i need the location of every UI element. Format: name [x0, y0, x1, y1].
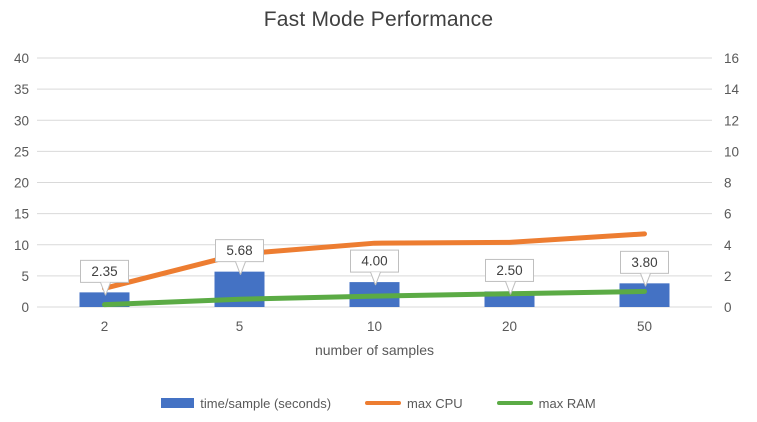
- legend-label: max RAM: [538, 395, 596, 411]
- chart-title: Fast Mode Performance: [263, 8, 494, 31]
- data-label-callout-pointer-fill: [235, 261, 246, 275]
- data-label-callout-pointer: [235, 261, 246, 275]
- legend-item-max-cpu[interactable]: max CPU: [365, 396, 463, 411]
- x-axis-category-label: 10: [367, 319, 382, 334]
- data-label-callout-pointer: [100, 282, 111, 296]
- left-axis-tick-label: 0: [21, 300, 29, 315]
- legend-bar-swatch: [161, 398, 195, 408]
- legend-item-max-ram[interactable]: max RAM: [496, 395, 596, 411]
- data-label-value: 3.80: [631, 255, 657, 270]
- data-label-callout-pointer-fill: [370, 272, 381, 286]
- data-label-value: 2.50: [496, 263, 522, 278]
- data-label-value: 5.68: [226, 243, 252, 258]
- left-axis-tick-label: 5: [21, 269, 29, 284]
- right-axis-tick-label: 12: [724, 113, 739, 128]
- right-axis-tick-label: 10: [724, 144, 739, 159]
- right-axis-tick-label: 16: [724, 51, 739, 66]
- x-axis-category-label: 5: [236, 319, 244, 334]
- legend-label: max CPU: [407, 395, 463, 411]
- x-axis-category-label: 20: [502, 319, 517, 334]
- legend-label: time/sample (seconds): [200, 395, 332, 411]
- x-axis-category-label: 50: [637, 319, 652, 334]
- legend-line-swatch: [496, 401, 533, 405]
- x-axis-title: number of samples: [314, 342, 435, 358]
- right-axis-tick-label: 14: [724, 82, 740, 97]
- right-axis-tick-label: 0: [724, 300, 732, 315]
- line-max-ram[interactable]: [102, 288, 647, 308]
- left-axis-tick-label: 35: [14, 82, 29, 97]
- data-label-value: 4.00: [361, 254, 387, 269]
- data-label-callout-pointer: [505, 281, 516, 295]
- data-label-callout-pointer: [370, 271, 381, 286]
- right-axis-tick-label: 4: [724, 238, 732, 253]
- right-axis-tick-label: 2: [724, 269, 732, 284]
- x-axis-category-label: 2: [101, 319, 109, 334]
- legend-line-swatch: [365, 401, 402, 405]
- bar-time-per-sample[interactable]: [619, 283, 670, 307]
- left-axis-tick-label: 20: [14, 176, 29, 191]
- legend-item-time-sample-seconds-[interactable]: time/sample (seconds): [161, 396, 331, 411]
- legend: time/sample (seconds) max CPU max RAM: [0, 393, 757, 413]
- left-axis-tick-label: 30: [14, 113, 29, 128]
- line-max-cpu[interactable]: [102, 231, 647, 291]
- left-axis-tick-label: 15: [14, 207, 29, 222]
- data-label-value: 2.35: [91, 264, 117, 279]
- left-axis-tick-label: 40: [14, 51, 29, 66]
- left-axis-tick-label: 10: [14, 238, 29, 253]
- left-axis-tick-label: 25: [14, 144, 29, 159]
- data-label-callout-pointer-fill: [505, 281, 516, 295]
- data-label-callout-pointer: [640, 273, 651, 287]
- data-label-callout-pointer-fill: [640, 273, 651, 287]
- data-label-callout-pointer-fill: [100, 282, 111, 296]
- right-axis-tick-label: 6: [724, 207, 732, 222]
- right-axis-tick-label: 8: [724, 176, 732, 191]
